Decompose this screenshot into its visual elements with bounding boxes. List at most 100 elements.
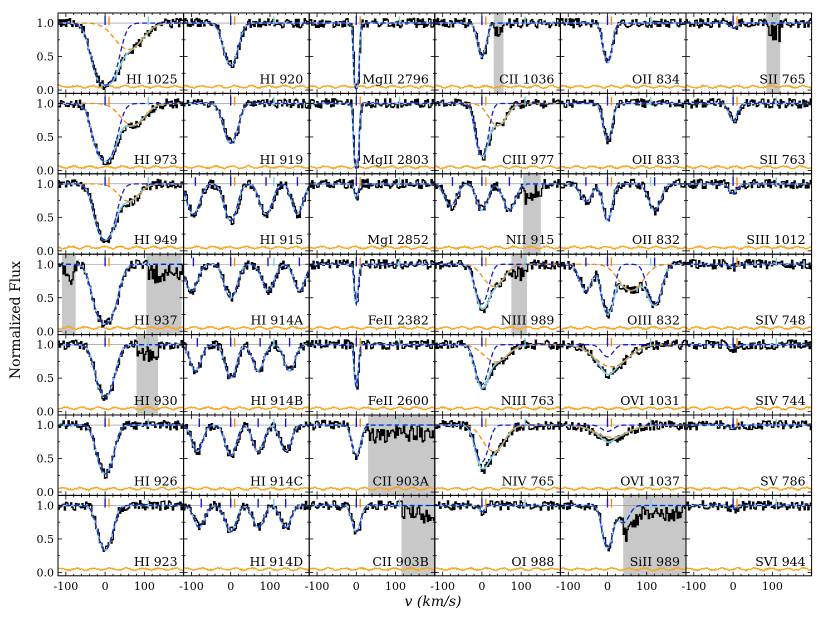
panel-hi-919: HI 919 <box>183 92 310 175</box>
panel-label: HI 930 <box>134 393 178 408</box>
panel-label: SIV 744 <box>755 393 805 408</box>
alt-component-model <box>434 102 561 127</box>
main-component-model <box>560 424 686 433</box>
flux-histogram <box>686 500 812 514</box>
error-spectrum <box>309 244 435 251</box>
x-tick-label: -100 <box>681 580 706 593</box>
panel-hi-937: HI 937 <box>57 253 185 336</box>
panel-label: OI 988 <box>511 554 554 569</box>
x-tick-label: 0 <box>478 580 485 593</box>
x-tick-label: 0 <box>604 580 611 593</box>
y-tick-label: 0.0 <box>37 486 55 499</box>
error-spectrum <box>434 244 561 251</box>
flux-histogram <box>434 420 561 474</box>
flux-histogram <box>686 17 812 43</box>
error-spectrum <box>686 83 812 90</box>
main-component-model <box>183 102 310 144</box>
panel-sv-786: SV 786 <box>685 414 813 496</box>
main-component-model <box>58 102 184 163</box>
panel-label: SII 763 <box>759 152 805 167</box>
error-spectrum <box>309 325 435 331</box>
y-tick-label: 0.5 <box>37 372 55 385</box>
panel-niv-765: NIV 765 <box>434 414 561 496</box>
panel-label: NII 915 <box>506 232 555 247</box>
error-spectrum <box>183 566 310 572</box>
error-spectrum <box>183 245 310 251</box>
error-spectrum <box>560 164 687 170</box>
panel-niii-763: NIII 763 <box>434 334 561 416</box>
alt-component-model <box>560 263 686 292</box>
error-spectrum <box>309 405 435 411</box>
panel-label: NIII 763 <box>501 393 555 408</box>
total-model <box>434 263 561 310</box>
main-component-model <box>434 102 561 157</box>
panel-label: HI 926 <box>134 473 178 488</box>
main-component-model <box>560 22 686 64</box>
total-model <box>434 343 561 389</box>
flux-histogram <box>183 179 310 226</box>
error-spectrum <box>58 84 184 90</box>
panel-label: FeII 2382 <box>368 313 429 328</box>
panel-label: HI 937 <box>134 313 178 328</box>
panel-niii-989: NIII 989 <box>434 253 561 336</box>
main-component-model <box>434 424 561 463</box>
panel-cii-1036: CII 1036 <box>434 12 561 94</box>
error-spectrum <box>560 485 687 492</box>
panel-hi-914a: HI 914A <box>183 253 310 336</box>
panel-siv-748: SIV 748 <box>685 253 813 336</box>
total-model <box>309 263 435 307</box>
panel-nii-915: NII 915 <box>434 173 561 255</box>
panel-label: SIV 748 <box>755 313 805 328</box>
main-component-model <box>183 504 310 533</box>
panel-oii-832: OII 832 <box>559 173 687 255</box>
error-spectrum <box>686 405 812 411</box>
flux-histogram <box>560 17 687 62</box>
main-component-model <box>309 504 435 533</box>
error-spectrum <box>183 486 310 492</box>
y-tick-label: 0.0 <box>37 164 55 177</box>
flux-histogram <box>183 500 310 533</box>
flux-histogram <box>309 339 435 390</box>
panel-hi-973: HI 973 <box>57 92 185 175</box>
alt-component-model <box>434 424 561 453</box>
main-component-model <box>434 183 561 211</box>
total-model <box>560 22 686 64</box>
flux-histogram <box>434 500 561 516</box>
main-component-model <box>686 343 812 349</box>
x-tick-label: -100 <box>556 580 581 593</box>
error-spectrum <box>434 83 561 90</box>
panel-label: HI 920 <box>260 71 304 86</box>
panel-label: CII 903A <box>372 473 429 488</box>
error-spectrum <box>434 324 561 331</box>
panel-hi-914b: HI 914B <box>183 334 310 416</box>
main-component-model <box>183 263 310 299</box>
panel-oii-834: OII 834 <box>559 12 687 94</box>
panel-oii-833: OII 833 <box>559 92 687 175</box>
panels-group: HI 1025 HI 973 HI 949 HI 937 HI 930 HI 926 HI … <box>57 12 813 577</box>
flux-histogram <box>183 340 310 380</box>
panel-hi-915: HI 915 <box>183 173 310 255</box>
panel-label: MgI 2852 <box>367 232 429 247</box>
main-component-model <box>686 102 812 122</box>
main-component-model <box>434 263 561 305</box>
flux-histogram <box>58 339 184 401</box>
panel-label: HI 973 <box>134 152 178 167</box>
flux-histogram <box>560 98 687 145</box>
error-spectrum <box>560 566 687 572</box>
panel-label: SIII 1012 <box>746 232 805 247</box>
error-spectrum <box>183 405 310 411</box>
y-tick-label: 0.0 <box>37 245 55 258</box>
error-spectrum <box>686 566 812 572</box>
panel-label: HI 915 <box>260 232 304 247</box>
error-spectrum <box>309 566 435 572</box>
panel-siii-1012: SIII 1012 <box>685 173 813 255</box>
panel-hi-923: HI 923 <box>57 494 185 577</box>
panel-ovi-1037: OVI 1037 <box>559 414 687 496</box>
x-tick-label: 100 <box>762 580 783 593</box>
main-component-model <box>686 424 812 429</box>
panel-sii-763: SII 763 <box>685 92 813 175</box>
panel-label: SVI 944 <box>755 554 805 569</box>
panel-label: OVI 1037 <box>620 473 680 488</box>
error-spectrum <box>58 486 184 492</box>
